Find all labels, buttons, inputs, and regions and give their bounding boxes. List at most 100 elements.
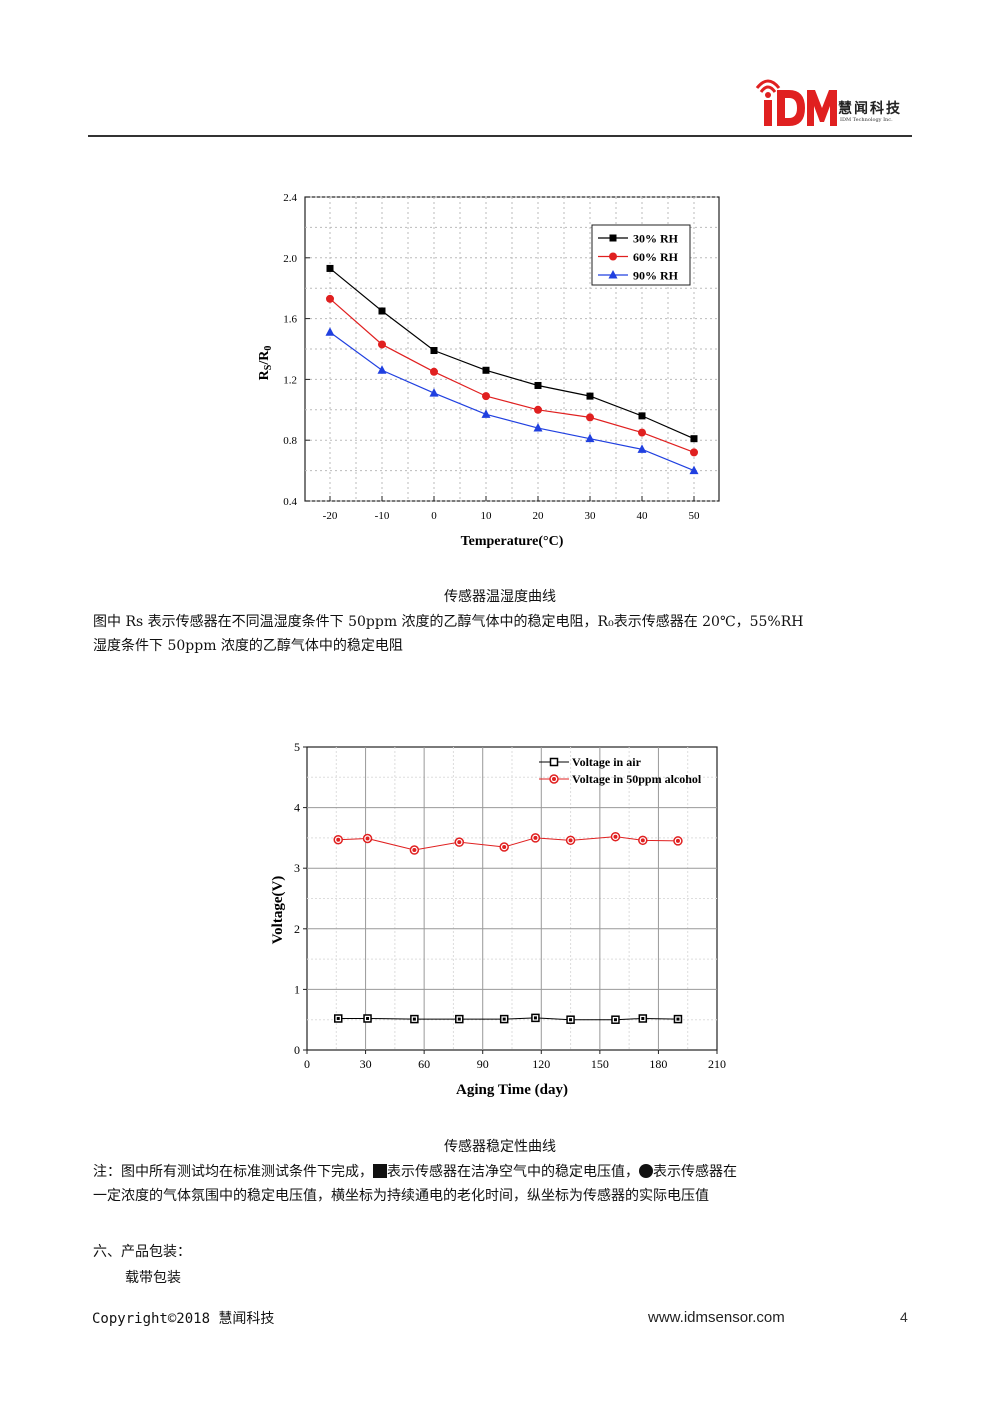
company-logo xyxy=(755,79,837,126)
chart2-note: 注：图中所有测试均在标准测试条件下完成， 表示传感器在洁净空气中的稳定电压值， 表示… xyxy=(93,1160,923,1208)
x-tick-label: 10 xyxy=(481,510,493,522)
data-point xyxy=(638,428,646,437)
data-point xyxy=(637,444,647,453)
note-text-b: 表示传感器在洁净空气中的稳定电压值， xyxy=(387,1164,639,1180)
x-tick-label: 0 xyxy=(304,1057,310,1071)
note-line2: 一定浓度的气体氛围中的稳定电压值，横坐标为持续通电的老化时间，纵坐标为传感器的实… xyxy=(93,1188,709,1204)
stability-chart: 0 30 60 90 120 150 180 210 0 1 2 3 4 5 Voltage in air… xyxy=(270,740,726,1098)
y-tick-label: 1 xyxy=(294,982,300,996)
footer-website[interactable]: www.idmsensor.com xyxy=(648,1309,785,1326)
data-point xyxy=(377,365,387,374)
x-tick-label: 150 xyxy=(591,1057,609,1071)
data-point-center xyxy=(502,844,507,849)
y-tick-label: 4 xyxy=(294,801,300,815)
y-tick-label: 1.2 xyxy=(283,374,297,386)
x-tick-label: 30 xyxy=(585,510,597,522)
section-title: 六、产品包装： xyxy=(93,1244,191,1260)
x-tick-label: 40 xyxy=(637,510,649,522)
page-number: 4 xyxy=(900,1309,908,1325)
data-point-center xyxy=(568,838,573,843)
data-point xyxy=(326,264,334,272)
data-point-center xyxy=(533,1016,537,1020)
y-tick-label: 0.8 xyxy=(283,435,297,447)
data-point-center xyxy=(412,1017,416,1021)
y-axis-label: Voltage(V) xyxy=(270,876,286,945)
data-point-center xyxy=(569,1018,573,1022)
legend-label: 90% RH xyxy=(633,269,679,283)
series-line xyxy=(338,836,678,851)
x-tick-label: 0 xyxy=(431,510,437,522)
x-tick-label: 60 xyxy=(418,1057,430,1071)
data-point xyxy=(378,340,386,349)
y-tick-label: 1.6 xyxy=(283,314,297,326)
y-tick-label: 0 xyxy=(294,1043,300,1057)
x-axis-label: Aging Time (day) xyxy=(456,1082,568,1098)
chart1-description-line1: 图中 Rs 表示传感器在不同温湿度条件下 50ppm 浓度的乙醇气体中的稳定电阻… xyxy=(93,614,804,630)
x-tick-label: 50 xyxy=(689,510,701,522)
x-tick-label: 180 xyxy=(649,1057,667,1071)
circle-marker-icon xyxy=(639,1164,653,1178)
data-point-center xyxy=(336,837,341,842)
data-point-center xyxy=(336,1016,340,1020)
data-point xyxy=(482,392,490,401)
x-tick-label: 20 xyxy=(533,510,545,522)
chart1-caption: 传感器温湿度曲线 xyxy=(444,589,556,605)
series-line-30rh xyxy=(329,267,695,440)
data-point xyxy=(378,307,386,315)
data-point-center xyxy=(613,1018,617,1022)
data-point-center xyxy=(365,836,370,841)
data-point xyxy=(690,448,698,457)
company-name-cn: 慧闻科技 xyxy=(838,101,902,117)
data-point-center xyxy=(613,834,618,839)
data-point-center xyxy=(457,1017,461,1021)
data-point-center xyxy=(676,1017,680,1021)
data-point-center xyxy=(675,838,680,843)
y-axis-label: RS/R0 xyxy=(257,346,274,381)
y-tick-label: 5 xyxy=(294,740,300,754)
y-tick-label: 0.4 xyxy=(283,496,297,508)
x-tick-label: 120 xyxy=(532,1057,550,1071)
legend-marker xyxy=(609,252,617,261)
y-tick-label: 3 xyxy=(294,861,300,875)
y-tick-label: 2.4 xyxy=(283,192,297,204)
data-point xyxy=(586,413,594,422)
header-divider xyxy=(88,135,912,137)
data-point xyxy=(586,392,594,400)
data-point xyxy=(690,435,698,443)
legend-marker xyxy=(549,757,559,767)
note-text-c: 表示传感器在 xyxy=(653,1164,737,1180)
series-line-90rh xyxy=(329,331,695,472)
legend-marker xyxy=(608,270,618,279)
x-tick-label: 90 xyxy=(477,1057,489,1071)
data-point-center xyxy=(457,840,462,845)
data-point-center xyxy=(366,1016,370,1020)
data-point xyxy=(430,347,438,355)
data-point xyxy=(481,409,491,418)
chart1-description-line2: 湿度条件下 50ppm 浓度的乙醇气体中的稳定电阻 xyxy=(93,638,403,654)
legend-marker-center xyxy=(552,777,556,781)
series-line-60rh xyxy=(329,298,695,453)
chart1-description: 图中 Rs 表示传感器在不同温湿度条件下 50ppm 浓度的乙醇气体中的稳定电阻… xyxy=(93,610,923,658)
data-point xyxy=(638,412,646,420)
data-point-center xyxy=(502,1017,506,1021)
data-point xyxy=(430,367,438,376)
legend-label: Voltage in 50ppm alcohol xyxy=(572,772,702,786)
data-point xyxy=(325,327,335,336)
footer-copyright: Copyright©2018 慧闻科技 xyxy=(92,1311,275,1327)
legend-label: Voltage in air xyxy=(572,755,642,769)
section-item: 载带包装 xyxy=(125,1270,181,1286)
legend-marker xyxy=(609,234,617,242)
data-point xyxy=(534,381,542,389)
company-name-en: IDM Technology Inc. xyxy=(840,117,893,123)
x-tick-label: -20 xyxy=(323,510,338,522)
y-tick-label: 2.0 xyxy=(283,253,297,265)
x-tick-label: 210 xyxy=(708,1057,726,1071)
data-point-center xyxy=(640,838,645,843)
data-point xyxy=(482,366,490,374)
data-point-center xyxy=(533,835,538,840)
x-tick-label: 30 xyxy=(360,1057,372,1071)
data-point xyxy=(429,388,439,397)
x-tick-label: -10 xyxy=(375,510,390,522)
data-point-center xyxy=(641,1016,645,1020)
data-point xyxy=(585,433,595,443)
